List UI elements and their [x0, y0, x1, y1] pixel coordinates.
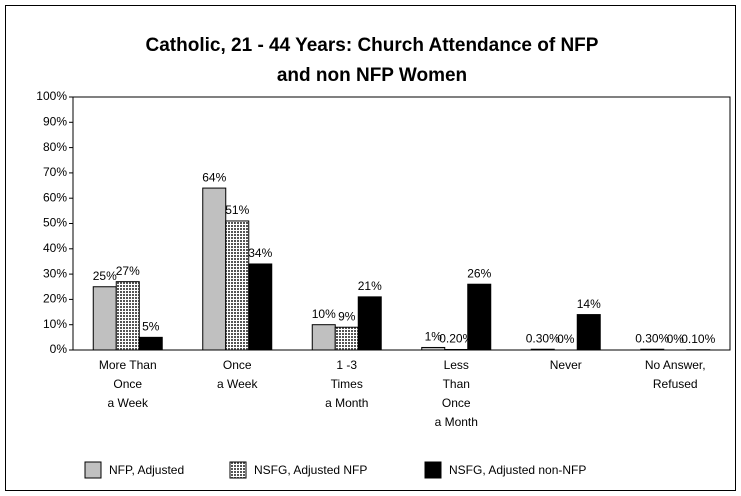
data-label: 34% [248, 246, 272, 260]
data-label: 0.10% [681, 332, 715, 346]
bar [576, 314, 601, 351]
y-tick-label: 70% [43, 165, 67, 179]
bar [357, 296, 382, 351]
data-label: 64% [202, 170, 226, 184]
bar [225, 220, 250, 351]
data-label: 0.30% [526, 331, 560, 345]
data-label: 0% [667, 332, 685, 346]
bar [92, 286, 117, 351]
legend-label: NSFG, Adjusted non-NFP [449, 463, 586, 477]
data-label: 0.20% [439, 332, 473, 346]
chart-title: Catholic, 21 - 44 Years: Church Attendan… [146, 35, 599, 56]
data-label: 14% [577, 297, 601, 311]
bar [334, 326, 359, 351]
data-label: 0% [557, 332, 575, 346]
bar [467, 283, 492, 351]
y-tick-label: 80% [43, 140, 67, 154]
bar [444, 348, 469, 351]
data-label: 26% [467, 266, 491, 280]
data-label: 9% [338, 309, 356, 323]
data-label: 1% [425, 330, 443, 344]
y-tick-label: 40% [43, 241, 67, 255]
y-tick-label: 0% [50, 342, 68, 356]
data-label: 0.30% [635, 331, 669, 345]
data-label: 27% [116, 264, 140, 278]
data-label: 25% [93, 269, 117, 283]
y-tick-label: 30% [43, 266, 67, 280]
bar [640, 348, 665, 351]
legend-swatch [229, 461, 247, 479]
y-tick-label: 60% [43, 190, 67, 204]
bar [115, 281, 140, 351]
x-tick-label: Once a Week [217, 358, 258, 391]
legend-label: NFP, Adjusted [109, 463, 184, 477]
bar [530, 348, 555, 351]
data-label: 21% [358, 279, 382, 293]
data-label: 10% [312, 307, 336, 321]
bar [202, 187, 227, 351]
y-tick-label: 90% [43, 114, 67, 128]
data-label: 5% [142, 320, 160, 334]
y-tick-label: 10% [43, 317, 67, 331]
bar [421, 346, 446, 351]
bar [248, 263, 273, 351]
x-tick-label: More Than Once a Week [98, 358, 157, 410]
legend-swatch [84, 461, 102, 479]
data-label: 51% [225, 203, 249, 217]
legend-label: NSFG, Adjusted NFP [254, 463, 367, 477]
plot-area [72, 96, 731, 351]
bar [311, 324, 336, 351]
x-tick-label: Less Than Once a Month [434, 358, 478, 429]
y-tick-label: 20% [43, 292, 67, 306]
x-tick-label: No Answer, Refused [644, 358, 706, 391]
x-tick-label: Never [549, 358, 582, 372]
y-tick-label: 100% [36, 89, 67, 103]
legend-swatch [424, 461, 442, 479]
frame [5, 5, 736, 491]
x-tick-label: 1 -3 Times a Month [325, 358, 369, 410]
y-tick-label: 50% [43, 216, 67, 230]
bar [138, 336, 163, 351]
chart-subtitle: and non NFP Women [277, 65, 467, 86]
